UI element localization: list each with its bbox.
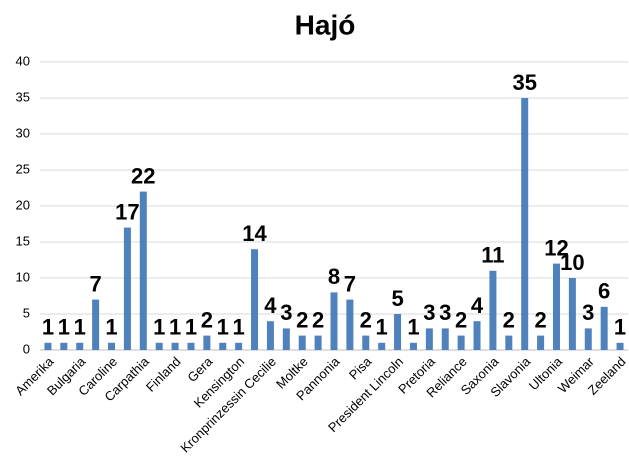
data-label: 1 bbox=[74, 315, 86, 340]
y-tick-label: 0 bbox=[23, 341, 30, 356]
bar bbox=[298, 335, 306, 350]
y-tick-label: 30 bbox=[16, 125, 30, 140]
y-tick-label: 20 bbox=[16, 197, 30, 212]
data-label: 2 bbox=[534, 307, 546, 332]
bar bbox=[552, 263, 560, 350]
bar bbox=[378, 342, 386, 350]
data-label: 3 bbox=[280, 300, 292, 325]
bar bbox=[362, 335, 370, 350]
bar bbox=[537, 335, 545, 350]
bar bbox=[425, 328, 433, 350]
bar bbox=[76, 342, 84, 350]
data-label: 12 bbox=[544, 235, 568, 260]
data-label: 8 bbox=[328, 264, 340, 289]
y-tick-label: 40 bbox=[16, 53, 30, 68]
bar bbox=[92, 299, 100, 350]
data-label: 1 bbox=[407, 315, 419, 340]
data-label: 1 bbox=[376, 315, 388, 340]
data-label: 3 bbox=[423, 300, 435, 325]
bar bbox=[155, 342, 163, 350]
data-label: 11 bbox=[481, 243, 504, 268]
bar bbox=[251, 249, 259, 350]
data-label: 5 bbox=[391, 286, 403, 311]
x-tick-label: Finland bbox=[143, 354, 184, 395]
y-tick-label: 25 bbox=[16, 161, 30, 176]
data-label: 3 bbox=[582, 300, 594, 325]
data-label: 10 bbox=[560, 250, 584, 275]
bar bbox=[441, 328, 449, 350]
data-label: 22 bbox=[131, 163, 155, 188]
data-label: 2 bbox=[360, 307, 372, 332]
bar bbox=[521, 98, 529, 350]
y-tick-label: 15 bbox=[16, 233, 30, 248]
data-label: 2 bbox=[201, 307, 213, 332]
data-label: 2 bbox=[503, 307, 515, 332]
data-label: 1 bbox=[153, 315, 165, 340]
data-label: 1 bbox=[185, 315, 197, 340]
data-label: 1 bbox=[169, 315, 181, 340]
bar bbox=[108, 342, 116, 350]
bar bbox=[409, 342, 417, 350]
data-label: 4 bbox=[264, 293, 277, 318]
bar bbox=[60, 342, 68, 350]
bar bbox=[203, 335, 211, 350]
data-label: 7 bbox=[89, 271, 101, 296]
bar bbox=[568, 278, 576, 350]
data-label: 2 bbox=[296, 307, 308, 332]
data-label: 1 bbox=[233, 315, 245, 340]
bar bbox=[219, 342, 227, 350]
data-label: 1 bbox=[58, 315, 70, 340]
bar bbox=[394, 314, 402, 350]
data-label: 2 bbox=[312, 307, 324, 332]
data-label: 1 bbox=[42, 315, 54, 340]
bar bbox=[489, 270, 497, 350]
bar bbox=[330, 292, 338, 350]
bar bbox=[235, 342, 243, 350]
y-tick-label: 35 bbox=[16, 89, 30, 104]
data-label: 1 bbox=[217, 315, 229, 340]
data-label: 17 bbox=[115, 199, 139, 224]
bar bbox=[282, 328, 290, 350]
bar bbox=[346, 299, 354, 350]
data-label: 4 bbox=[471, 293, 484, 318]
data-label: 14 bbox=[242, 221, 267, 246]
bar bbox=[266, 321, 274, 350]
y-tick-label: 10 bbox=[16, 269, 30, 284]
data-label: 1 bbox=[614, 315, 626, 340]
bar bbox=[187, 342, 195, 350]
bar bbox=[600, 306, 608, 350]
data-label: 2 bbox=[455, 307, 467, 332]
bar bbox=[616, 342, 624, 350]
bar bbox=[473, 321, 481, 350]
data-label: 7 bbox=[344, 271, 356, 296]
y-tick-label: 5 bbox=[23, 305, 30, 320]
bar bbox=[314, 335, 322, 350]
bar bbox=[123, 227, 131, 350]
bar bbox=[457, 335, 465, 350]
data-label: 35 bbox=[512, 70, 536, 95]
bar bbox=[171, 342, 179, 350]
bar bbox=[44, 342, 52, 350]
bar bbox=[139, 191, 147, 350]
chart-title: Hajó bbox=[295, 9, 356, 40]
bar bbox=[584, 328, 592, 350]
bar bbox=[505, 335, 513, 350]
data-label: 3 bbox=[439, 300, 451, 325]
data-label: 6 bbox=[598, 279, 610, 304]
data-label: 1 bbox=[105, 315, 117, 340]
